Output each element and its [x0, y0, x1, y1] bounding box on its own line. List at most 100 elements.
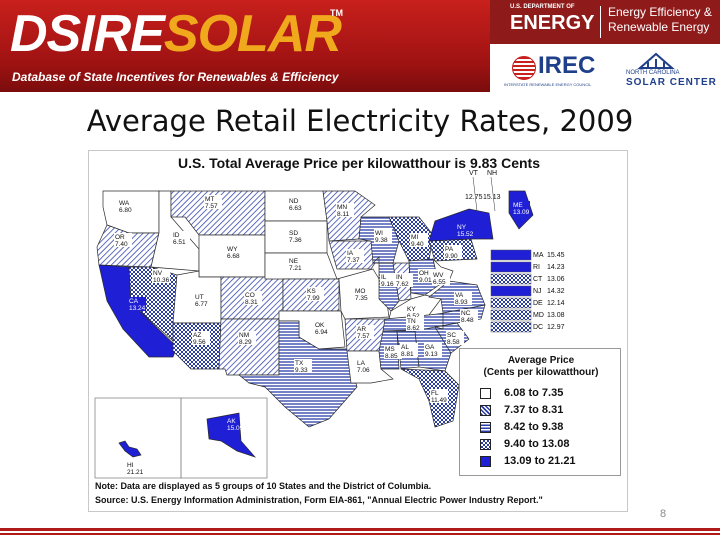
ne-state-abbrev: CT — [533, 276, 543, 283]
ne-state-price: 12.97 — [547, 324, 565, 331]
state-abbrev-label: MT — [205, 196, 214, 203]
state-label-backdrop — [244, 291, 262, 305]
state-label-backdrop — [460, 309, 478, 323]
figure-source: Source: U.S. Energy Information Administ… — [95, 495, 543, 505]
state-abbrev-label: ME — [513, 202, 523, 209]
state-abbrev-label: CA — [129, 298, 139, 305]
legend-swatch — [480, 422, 491, 433]
state-label-backdrop — [204, 195, 222, 209]
state-label-backdrop — [356, 325, 374, 339]
logo-solar-text: SOLAR — [163, 5, 342, 63]
state-label-backdrop — [346, 249, 364, 263]
state-abbrev-label: OK — [315, 322, 325, 329]
state-label-backdrop — [128, 297, 146, 311]
state-price-label: 15.52 — [457, 231, 474, 238]
state-price-label: 8.93 — [455, 299, 468, 306]
state-label-backdrop — [432, 271, 450, 285]
state-price-label: 6.94 — [315, 329, 328, 336]
state-abbrev-label: WI — [375, 230, 383, 237]
state-price-label: 6.80 — [119, 207, 132, 214]
ne-state-swatch — [490, 285, 532, 297]
state-abbrev-label: AZ — [193, 332, 201, 339]
state-price-label: 9.90 — [445, 253, 458, 260]
state-abbrev-label: AL — [401, 344, 409, 351]
ne-state-swatch — [490, 309, 532, 321]
state-price-label: 9.01 — [419, 277, 432, 284]
state-label-backdrop — [446, 331, 464, 345]
state-price-label: 7.36 — [289, 237, 302, 244]
state-abbrev-label: UT — [195, 294, 204, 301]
eere-line-2: Renewable Energy — [608, 20, 710, 34]
ne-state-swatch — [490, 321, 532, 333]
ne-leader-line — [490, 176, 496, 212]
legend-swatch — [480, 439, 491, 450]
state-label-backdrop — [444, 245, 462, 259]
state-abbrev-label: TN — [407, 318, 416, 325]
ne-state-abbrev: RI — [533, 264, 540, 271]
alaska-inset-frame — [180, 397, 268, 479]
ncsc-state-text: NORTH CAROLINA — [626, 70, 680, 76]
state-abbrev-label: MS — [385, 346, 395, 353]
state-price-label: 6.52 — [407, 313, 420, 320]
state-label-backdrop — [192, 331, 210, 345]
ne-state-abbrev: VT — [469, 170, 479, 177]
irec-logo-text: IREC — [538, 52, 596, 79]
ne-state-swatch — [490, 249, 532, 261]
state-price-label: 13.09 — [513, 209, 530, 216]
solar-house-icon — [637, 52, 675, 69]
state-price-label: 7.37 — [347, 257, 360, 264]
state-abbrev-label: CO — [245, 292, 255, 299]
state-label-backdrop — [118, 199, 136, 213]
state-abbrev-label: WA — [119, 200, 130, 207]
state-abbrev-label: NY — [457, 224, 467, 231]
ne-state-price: 14.23 — [547, 264, 565, 271]
state-label-backdrop — [395, 273, 413, 287]
state-label-backdrop — [512, 201, 530, 215]
ne-state-abbrev: DE — [533, 300, 543, 307]
ne-state-abbrev: MA — [533, 252, 544, 259]
state-price-label: 6.77 — [195, 301, 208, 308]
state-abbrev-label: MN — [337, 204, 347, 211]
state-label-backdrop — [410, 233, 428, 247]
state-label-backdrop — [152, 269, 170, 283]
state-abbrev-label: OR — [115, 234, 125, 241]
state-abbrev-label: SD — [289, 230, 298, 237]
state-abbrev-label: VA — [455, 292, 464, 299]
legend-label: 9.40 to 13.08 — [504, 438, 570, 450]
state-label-backdrop — [356, 359, 374, 373]
state-abbrev-label: WV — [433, 272, 444, 279]
state-price-label: 7.35 — [355, 295, 368, 302]
state-abbrev-label: ND — [289, 198, 299, 205]
ne-state-price: 14.32 — [547, 288, 565, 295]
state-abbrev-label: KS — [307, 288, 316, 295]
state-abbrev-label: PA — [445, 246, 454, 253]
state-abbrev-label: TX — [295, 360, 304, 367]
ne-state-abbrev: NJ — [533, 288, 542, 295]
state-price-label: 7.62 — [396, 281, 409, 288]
logo-divider — [600, 6, 601, 38]
page-number: 8 — [660, 508, 667, 520]
state-abbrev-label: ID — [173, 232, 180, 239]
state-tx — [238, 320, 358, 428]
ne-state-abbrev: MD — [533, 312, 544, 319]
state-price-label: 6.63 — [289, 205, 302, 212]
slide-title: Average Retail Electricity Rates, 2009 — [86, 104, 634, 138]
state-ak — [206, 412, 257, 458]
state-price-label: 9.38 — [375, 237, 388, 244]
legend-label: 6.08 to 7.35 — [504, 387, 564, 399]
state-price-label: 7.21 — [289, 265, 302, 272]
state-label-backdrop — [374, 229, 392, 243]
legend-swatch — [480, 405, 491, 416]
legend-item: 7.37 to 8.31 — [480, 404, 620, 418]
state-labels-layer: WA6.80OR7.40CA13.24NV10.36ID6.51MT7.57WY… — [114, 195, 530, 476]
us-choropleth-map: WA6.80OR7.40CA13.24NV10.36ID6.51MT7.57WY… — [94, 170, 565, 479]
state-nm — [218, 318, 280, 376]
state-abbrev-label: NE — [289, 258, 299, 265]
state-label-backdrop — [294, 359, 312, 373]
legend-item: 13.09 to 21.21 — [480, 455, 620, 469]
dsire-logo: DSIRESOLAR TM Database of State Incentiv… — [0, 0, 490, 92]
state-hi — [118, 440, 142, 458]
state-price-label: 8.48 — [461, 317, 474, 324]
state-price-label: 21.21 — [127, 469, 144, 476]
state-label-backdrop — [380, 273, 398, 287]
